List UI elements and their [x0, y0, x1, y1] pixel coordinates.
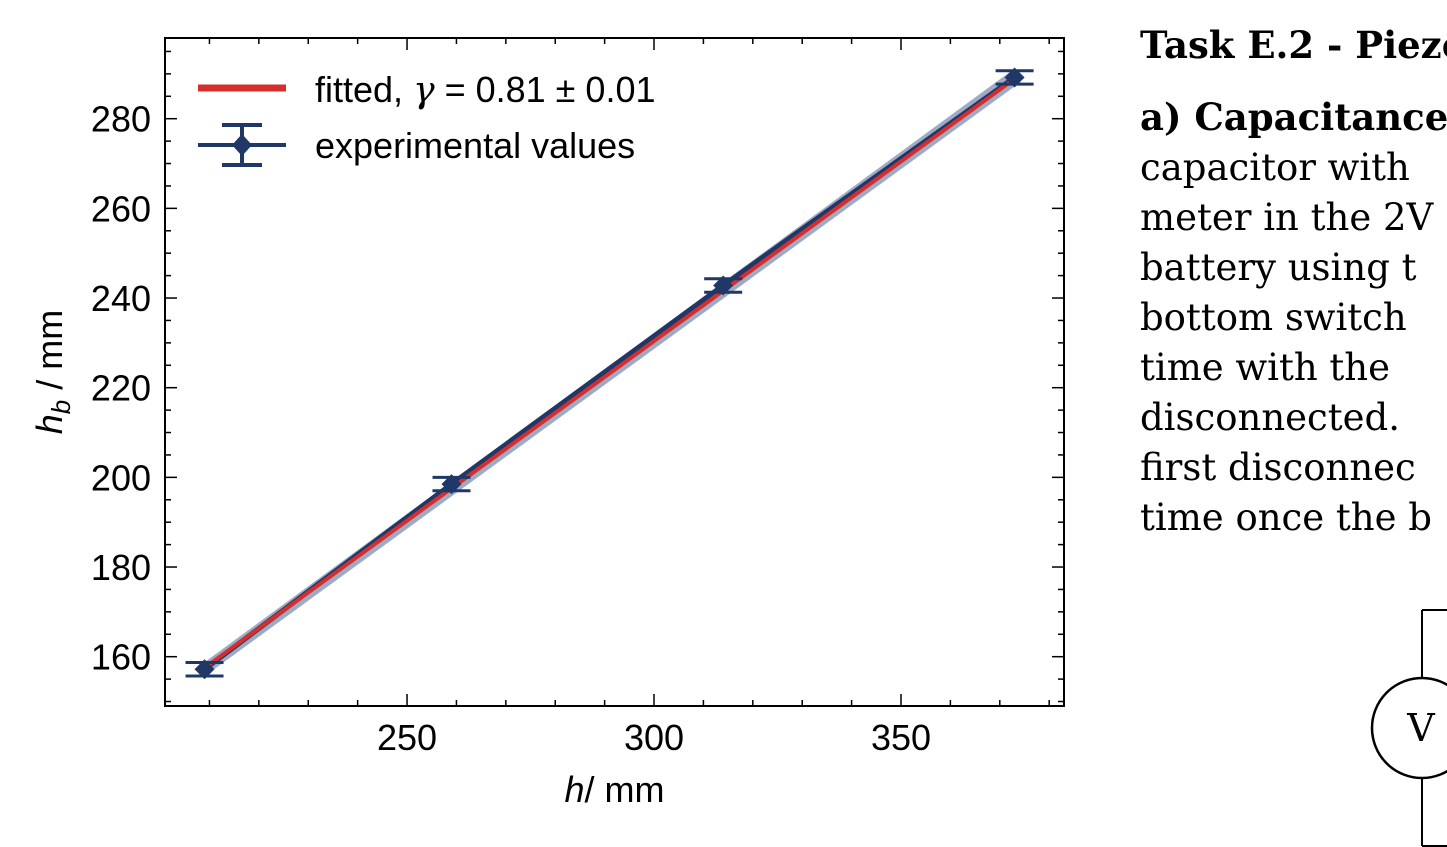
- y-tick-label: 240: [91, 278, 151, 319]
- data-point: [995, 67, 1034, 88]
- major-ticks: [165, 38, 1064, 706]
- chart: 250 300 350 160 180 200 220 240 260 280 h/ mm hb …: [29, 37, 1065, 810]
- text-line: first disconnec: [1140, 446, 1416, 489]
- tick-labels: 250 300 350 160 180 200 220 240 260 280: [91, 99, 931, 758]
- task-title: Task E.2 - Piezo: [1140, 23, 1447, 67]
- text-line: disconnected.: [1140, 396, 1400, 439]
- data-point: [432, 474, 471, 495]
- legend-experimental-label: experimental values: [315, 125, 635, 166]
- part-a-heading: a) Capacitance: [1140, 92, 1447, 143]
- y-tick-label: 280: [91, 99, 151, 140]
- y-tick-label: 180: [91, 547, 151, 588]
- y-tick-label: 220: [91, 368, 151, 409]
- legend: fitted, γ = 0.81 ± 0.01 experimental val…: [198, 69, 656, 167]
- diamond-marker: [1004, 67, 1025, 88]
- voltmeter-label: V: [1406, 706, 1435, 750]
- y-tick-label: 200: [91, 457, 151, 498]
- text-line: bottom switch: [1140, 296, 1407, 339]
- plot-frame: [164, 37, 1065, 707]
- text-line: meter in the 2V: [1140, 196, 1434, 239]
- text-line: battery using t: [1140, 246, 1417, 289]
- voltmeter-symbol: [1370, 676, 1447, 780]
- gamma-symbol: γ: [413, 70, 435, 111]
- data-point: [704, 275, 743, 296]
- fit-line: [203, 77, 1016, 670]
- points-layer: [185, 67, 1034, 680]
- y-tick-label: 160: [91, 637, 151, 678]
- diamond-marker: [713, 275, 734, 296]
- task-document: Task E.2 - Piezo a) Capacitance capacito…: [1140, 20, 1447, 543]
- y-tick-label: 260: [91, 188, 151, 229]
- circuit-diagram: V: [1370, 609, 1447, 847]
- x-tick-label: 250: [377, 717, 437, 758]
- legend-fit-prefix: fitted,: [315, 69, 413, 110]
- legend-experimental-swatch: [198, 123, 286, 167]
- legend-fit-value: = 0.81 ± 0.01: [435, 69, 656, 110]
- data-point: [185, 659, 224, 680]
- y-axis-label: hb / mm: [29, 310, 76, 434]
- part-label: a) Capacitance: [1140, 95, 1447, 139]
- text-line: time with the: [1140, 346, 1391, 389]
- diamond-marker: [441, 474, 462, 495]
- text-line: capacitor with: [1140, 146, 1410, 189]
- x-tick-label: 350: [871, 717, 931, 758]
- legend-fit-label: fitted, γ = 0.81 ± 0.01: [315, 69, 656, 111]
- x-tick-label: 300: [624, 717, 684, 758]
- line-layer: [203, 75, 1017, 672]
- x-axis-label: h/ mm: [564, 769, 664, 810]
- diamond-marker: [194, 659, 215, 680]
- text-line: time once the b: [1140, 496, 1432, 539]
